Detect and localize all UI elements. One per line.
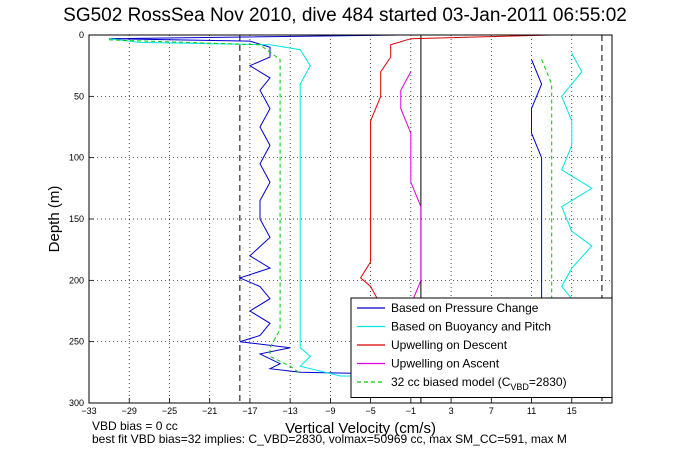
y-tick-label: 50: [74, 91, 84, 101]
x-tick-label: −21: [202, 406, 217, 416]
x-tick-label: 3: [449, 406, 454, 416]
series-line: [109, 34, 441, 375]
y-axis-label: Depth (m): [46, 186, 63, 253]
footer-vbd-bias: VBD bias = 0 cc: [92, 419, 178, 433]
legend-label: 32 cc biased model (CVBD=2830): [391, 375, 567, 392]
x-tick-label: −9: [325, 406, 335, 416]
x-tick-label: 7: [489, 406, 494, 416]
x-tick-label: 15: [567, 406, 577, 416]
x-tick-label: −17: [242, 406, 257, 416]
legend-label: Upwelling on Descent: [391, 338, 508, 352]
legend-label: Upwelling on Ascent: [391, 357, 500, 371]
series-line: [531, 59, 543, 299]
y-tick-label: 250: [69, 337, 84, 347]
x-tick-label: 11: [527, 406, 536, 416]
y-tick-label: 0: [79, 30, 84, 40]
y-tick-label: 100: [69, 153, 84, 163]
legend-label: Based on Pressure Change: [391, 301, 539, 315]
x-tick-label: −13: [283, 406, 298, 416]
x-tick-label: −5: [365, 406, 375, 416]
x-axis-label: Vertical Velocity (cm/s): [285, 420, 436, 437]
y-tick-label: 150: [69, 214, 84, 224]
x-tick-label: −25: [162, 406, 177, 416]
series-line: [561, 53, 593, 300]
series-line: [541, 59, 553, 299]
chart-title: SG502 RossSea Nov 2010, dive 484 started…: [63, 5, 627, 26]
legend-label: Based on Buoyancy and Pitch: [391, 320, 551, 334]
series-line: [109, 38, 401, 377]
x-tick-label: −1: [406, 406, 416, 416]
x-tick-label: −33: [81, 406, 96, 416]
legend-box: [350, 297, 613, 398]
series-line: [109, 39, 301, 375]
plot-frame: [88, 34, 613, 404]
footer-fit-summary: best fit VBD bias=32 implies: C_VBD=2830…: [92, 432, 567, 446]
x-tick-label: −29: [122, 406, 137, 416]
y-tick-label: 300: [69, 398, 84, 408]
y-tick-label: 200: [69, 275, 84, 285]
